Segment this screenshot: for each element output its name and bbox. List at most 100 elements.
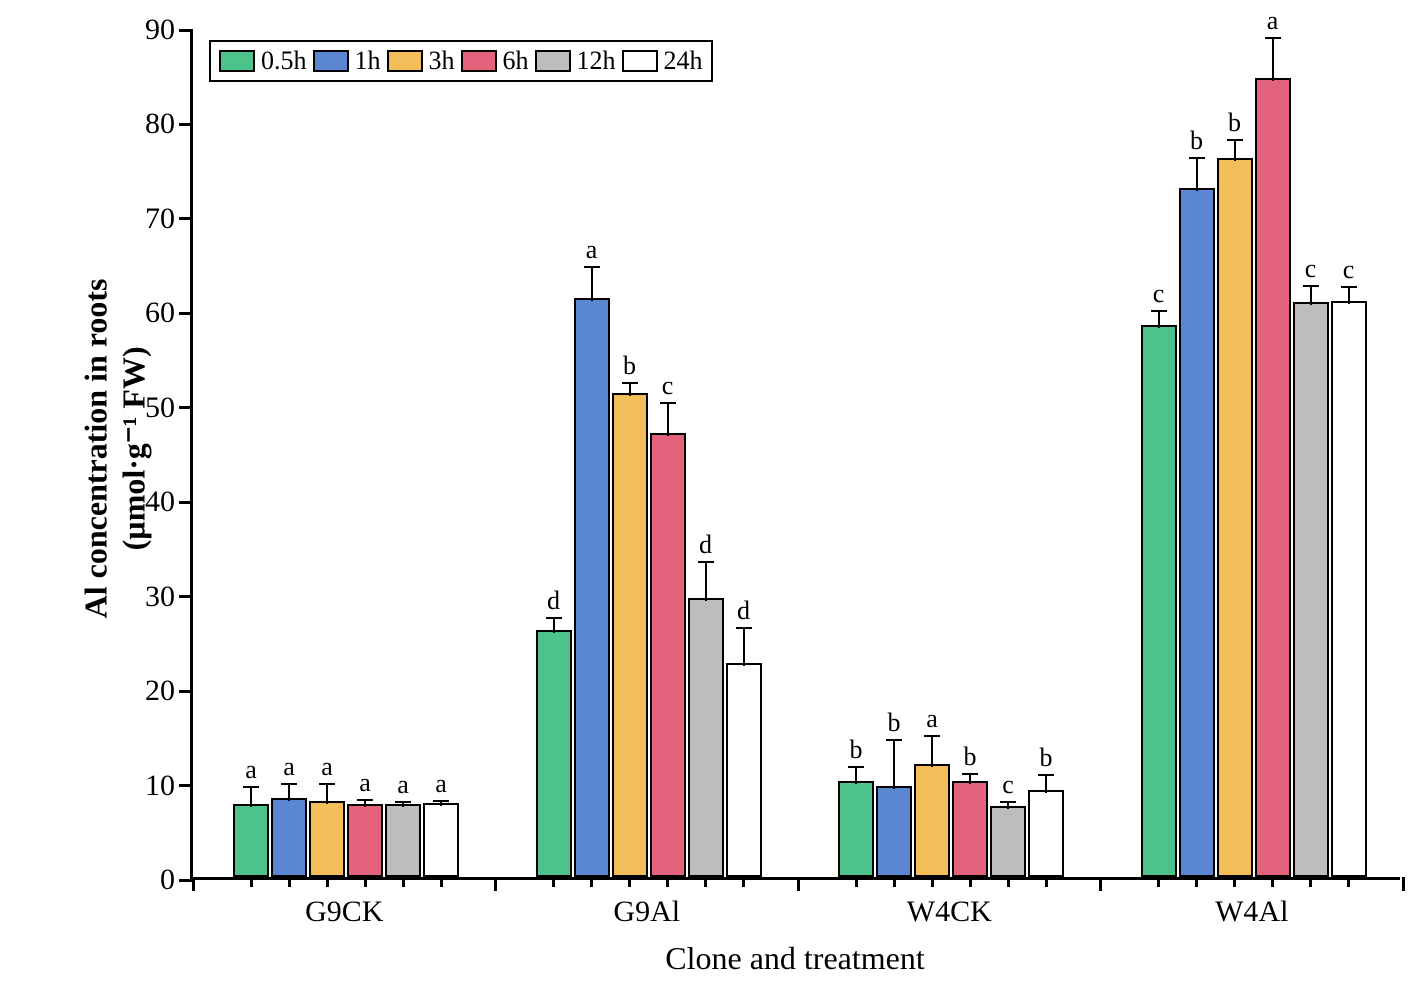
x-minor-tick: [931, 877, 934, 887]
x-minor-tick: [552, 877, 555, 887]
x-major-tick: [797, 877, 800, 891]
bar: [1293, 302, 1329, 877]
x-group-label: W4CK: [907, 895, 992, 929]
legend-item: 12h: [535, 46, 616, 76]
x-minor-tick: [1195, 877, 1198, 887]
bar: [423, 803, 459, 877]
x-major-tick: [1402, 877, 1405, 891]
y-tick-label: 60: [145, 296, 175, 330]
significance-label: a: [283, 752, 295, 782]
x-minor-tick: [666, 877, 669, 887]
y-major-tick: [179, 29, 193, 32]
x-minor-tick: [855, 877, 858, 887]
significance-label: d: [547, 586, 560, 616]
y-major-tick: [179, 217, 193, 220]
significance-label: b: [850, 735, 863, 765]
legend-label: 12h: [577, 46, 616, 76]
x-minor-tick: [1157, 877, 1160, 887]
significance-label: b: [888, 708, 901, 738]
bar: [990, 806, 1026, 877]
y-major-tick: [179, 123, 193, 126]
bar: [1331, 301, 1367, 877]
legend-item: 0.5h: [219, 46, 307, 76]
legend-swatch: [219, 50, 255, 72]
x-minor-tick: [1271, 877, 1274, 887]
significance-label: b: [1190, 126, 1203, 156]
x-minor-tick: [1347, 877, 1350, 887]
bar: [385, 804, 421, 877]
bar: [688, 598, 724, 877]
legend-swatch: [622, 50, 658, 72]
x-major-tick: [1099, 877, 1102, 891]
y-major-tick: [179, 501, 193, 504]
bar: [612, 393, 648, 877]
bar: [347, 804, 383, 877]
bar: [914, 764, 950, 877]
significance-label: a: [321, 752, 333, 782]
significance-label: c: [662, 371, 674, 401]
bar: [876, 786, 912, 877]
significance-label: d: [737, 596, 750, 626]
x-minor-tick: [402, 877, 405, 887]
legend-item: 6h: [461, 46, 529, 76]
x-minor-tick: [704, 877, 707, 887]
bar: [233, 804, 269, 877]
bar: [726, 663, 762, 877]
chart-container: Al concentration in roots (µmol·g⁻¹ FW) …: [0, 0, 1418, 987]
legend: 0.5h1h3h 6h 12h 24h: [209, 40, 713, 82]
y-tick-label: 80: [145, 107, 175, 141]
significance-label: c: [1002, 770, 1014, 800]
legend-item: 1h: [313, 46, 381, 76]
x-minor-tick: [326, 877, 329, 887]
legend-item: 24h: [622, 46, 703, 76]
bar: [536, 630, 572, 877]
x-minor-tick: [1045, 877, 1048, 887]
x-minor-tick: [628, 877, 631, 887]
y-tick-label: 10: [145, 769, 175, 803]
legend-swatch: [461, 50, 497, 72]
legend-label: 6h: [503, 46, 529, 76]
significance-label: c: [1305, 254, 1317, 284]
bar: [1255, 78, 1291, 877]
x-axis-title: Clone and treatment: [190, 940, 1400, 977]
significance-label: a: [359, 768, 371, 798]
x-minor-tick: [250, 877, 253, 887]
bar: [1217, 158, 1253, 877]
bar: [1141, 325, 1177, 877]
x-minor-tick: [742, 877, 745, 887]
significance-label: c: [1343, 255, 1355, 285]
x-minor-tick: [1007, 877, 1010, 887]
significance-label: b: [623, 351, 636, 381]
y-major-tick: [179, 784, 193, 787]
y-tick-label: 90: [145, 13, 175, 47]
significance-label: a: [435, 769, 447, 799]
y-major-tick: [179, 690, 193, 693]
y-major-tick: [179, 406, 193, 409]
y-tick-label: 20: [145, 674, 175, 708]
significance-label: a: [926, 704, 938, 734]
x-minor-tick: [364, 877, 367, 887]
bar: [1028, 790, 1064, 877]
y-tick-label: 30: [145, 580, 175, 614]
y-tick-label: 40: [145, 485, 175, 519]
y-major-tick: [179, 595, 193, 598]
x-major-tick: [494, 877, 497, 891]
legend-item: 3h: [387, 46, 455, 76]
x-group-label: G9Al: [613, 895, 680, 929]
y-axis-title: Al concentration in roots (µmol·g⁻¹ FW): [77, 223, 154, 673]
significance-label: b: [964, 742, 977, 772]
significance-label: a: [397, 770, 409, 800]
legend-swatch: [535, 50, 571, 72]
bar: [1179, 188, 1215, 877]
bar: [952, 781, 988, 877]
y-major-tick: [179, 312, 193, 315]
legend-label: 24h: [664, 46, 703, 76]
x-minor-tick: [969, 877, 972, 887]
legend-swatch: [313, 50, 349, 72]
x-major-tick: [192, 877, 195, 891]
bar: [838, 781, 874, 877]
x-minor-tick: [288, 877, 291, 887]
x-group-label: G9CK: [305, 895, 383, 929]
bar: [271, 798, 307, 877]
significance-label: a: [1267, 6, 1279, 36]
